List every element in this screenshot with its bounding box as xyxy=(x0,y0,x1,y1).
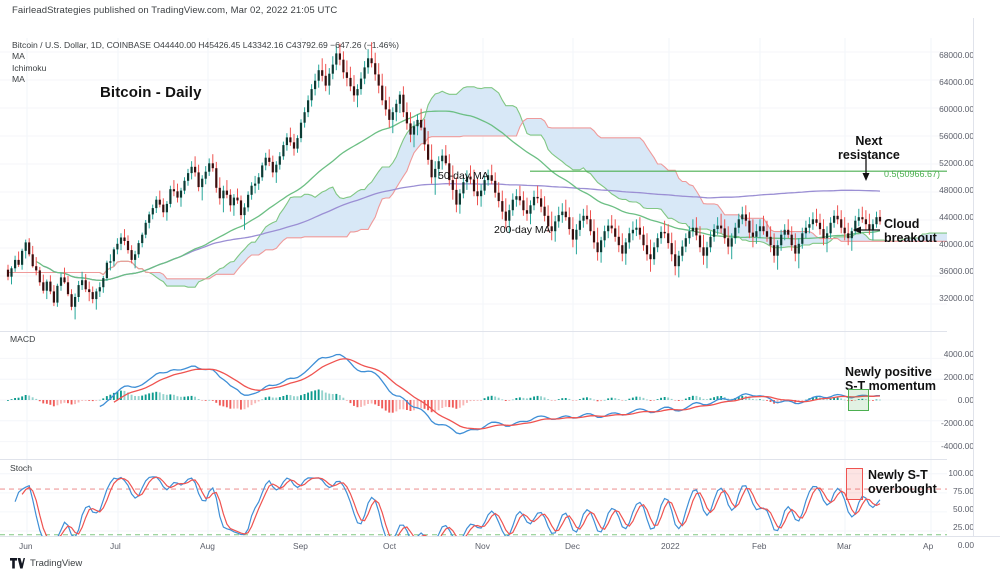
fib-level-label: 0.5(50966.67) xyxy=(884,169,941,179)
legend-ma-2[interactable]: MA xyxy=(12,73,25,84)
time-tick-aug: Aug xyxy=(200,541,215,551)
time-tick-mar: Mar xyxy=(837,541,852,551)
time-tick-jul: Jul xyxy=(110,541,121,551)
stoch-tick-0: 0.00 xyxy=(957,540,974,550)
time-tick-sep: Sep xyxy=(293,541,308,551)
stoch-anno-line2: overbought xyxy=(868,482,937,496)
annotation-next-resistance: Next resistance xyxy=(838,134,900,162)
stoch-anno-line1: Newly S-T xyxy=(868,468,928,482)
stoch-pane-label: Stoch xyxy=(10,463,32,473)
pane-divider-macd xyxy=(0,331,1000,332)
axis-tick-52000: 52000.00 xyxy=(939,158,974,168)
chart-legend: Bitcoin / U.S. Dollar, 1D, COINBASE O444… xyxy=(12,40,399,85)
ma50-label: 50-day MA xyxy=(438,170,489,182)
ma200-label: 200-day MA xyxy=(494,224,551,236)
time-axis[interactable]: Jun Jul Aug Sep Oct Nov Dec 2022 Feb Mar Ap xyxy=(0,536,1000,556)
axis-tick-44000: 44000.00 xyxy=(939,212,974,222)
axis-tick-36000: 36000.00 xyxy=(939,266,974,276)
axis-tick-40000: 40000.00 xyxy=(939,239,974,249)
next-resistance-line1: Next xyxy=(855,134,883,148)
time-tick-oct: Oct xyxy=(383,541,397,551)
axis-tick-60000: 60000.00 xyxy=(939,104,974,114)
annotation-arrows xyxy=(853,154,880,234)
next-resistance-line2: resistance xyxy=(838,148,900,162)
annotation-stoch-overbought: Newly S-T overbought xyxy=(868,468,937,496)
time-axis-separator xyxy=(0,536,1000,537)
axis-tick-64000: 64000.00 xyxy=(939,77,974,87)
cloud-breakout-line2: breakout xyxy=(884,231,937,245)
time-tick-dec: Dec xyxy=(565,541,580,551)
chart-frame: 68000.00 64000.00 60000.00 56000.00 5200… xyxy=(0,18,1000,550)
stoch-highlight-box xyxy=(846,468,863,500)
cloud-breakout-line1: Cloud xyxy=(884,217,920,231)
axis-outer-separator xyxy=(973,18,974,536)
footer-branding: TradingView xyxy=(10,558,82,569)
annotation-cloud-breakout: Cloud breakout xyxy=(884,217,937,245)
legend-ichimoku[interactable]: Ichimoku xyxy=(12,62,47,73)
axis-tick-32000: 32000.00 xyxy=(939,293,974,303)
stoch-tick-50: 50.00 xyxy=(953,504,974,514)
legend-ma-1[interactable]: MA xyxy=(12,51,25,62)
axis-tick-48000: 48000.00 xyxy=(939,185,974,195)
legend-symbol[interactable]: Bitcoin / U.S. Dollar, 1D, COINBASE O444… xyxy=(12,40,399,50)
macd-pane-label: MACD xyxy=(10,334,36,344)
macd-tick-2000: 2000.00 xyxy=(943,372,974,382)
time-tick-2022: 2022 xyxy=(661,541,680,551)
tradingview-logo-icon xyxy=(10,558,25,569)
stoch-tick-100: 100.00 xyxy=(948,468,974,478)
axis-tick-68000: 68000.00 xyxy=(939,50,974,60)
macd-tick-0: 0.00 xyxy=(957,395,974,405)
time-tick-ap: Ap xyxy=(923,541,934,551)
macd-highlight-box xyxy=(848,389,869,411)
macd-tick-n2000: -2000.00 xyxy=(940,418,974,428)
chart-title: Bitcoin - Daily xyxy=(100,84,202,101)
axis-tick-56000: 56000.00 xyxy=(939,131,974,141)
macd-anno-line1: Newly positive xyxy=(845,365,932,379)
tradingview-brand-text: TradingView xyxy=(30,558,83,569)
stoch-tick-75: 75.00 xyxy=(953,486,974,496)
publication-line: FairleadStrategies published on TradingV… xyxy=(12,5,338,16)
stoch-tick-25: 25.00 xyxy=(953,522,974,532)
plot-area[interactable] xyxy=(0,18,947,536)
chart-canvas xyxy=(0,38,947,536)
time-tick-jun: Jun xyxy=(19,541,33,551)
pane-divider-stoch xyxy=(0,459,1000,460)
macd-tick-4000: 4000.00 xyxy=(943,349,974,359)
macd-tick-n4000: -4000.00 xyxy=(940,441,974,451)
time-tick-nov: Nov xyxy=(475,541,490,551)
time-tick-feb: Feb xyxy=(752,541,767,551)
